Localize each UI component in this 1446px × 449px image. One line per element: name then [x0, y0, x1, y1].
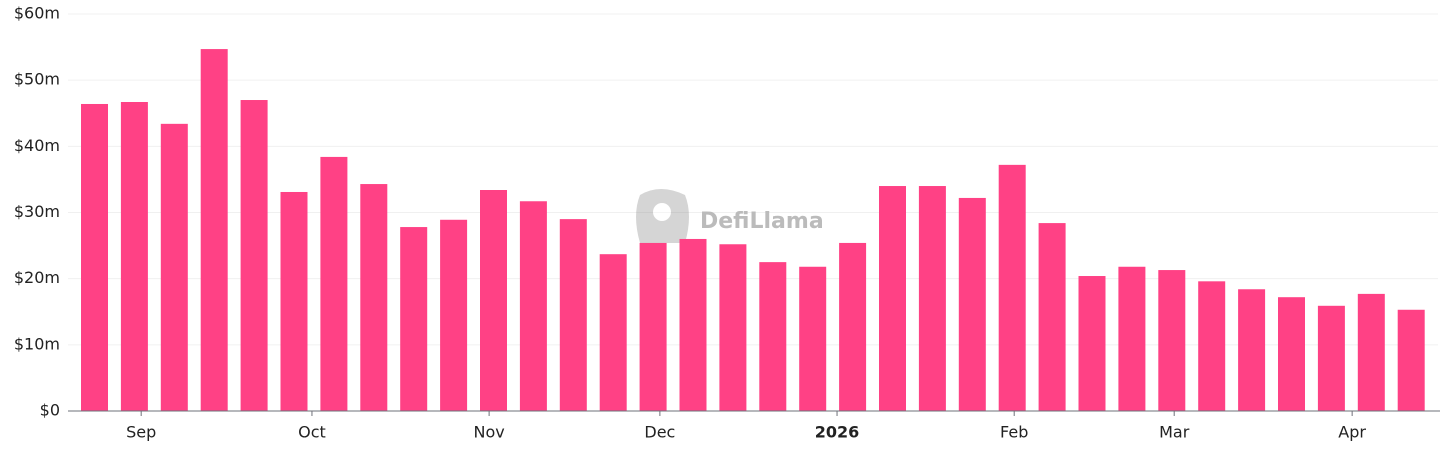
- bar: [998, 164, 1026, 411]
- bar: [1317, 305, 1345, 411]
- bar: [599, 254, 627, 411]
- bar: [958, 197, 986, 411]
- x-tick-label: Mar: [1159, 423, 1190, 442]
- bar: [120, 102, 148, 412]
- bar: [320, 156, 348, 411]
- bar: [918, 186, 946, 411]
- bar: [839, 242, 867, 411]
- bar: [1357, 293, 1385, 411]
- x-tick-label: Apr: [1338, 423, 1366, 442]
- bar: [559, 219, 587, 411]
- bar: [1278, 297, 1305, 411]
- bar: [360, 184, 388, 411]
- x-tick-label: Oct: [298, 423, 326, 442]
- y-tick-label: $0: [40, 401, 60, 420]
- bar: [160, 123, 188, 411]
- bar: [1198, 281, 1226, 411]
- y-tick-label: $40m: [14, 136, 60, 155]
- bar: [1158, 270, 1186, 411]
- bar: [200, 49, 228, 412]
- bar: [879, 186, 906, 411]
- watermark-logo: [636, 189, 689, 243]
- bar: [1078, 276, 1106, 411]
- y-tick-label: $10m: [14, 334, 60, 353]
- bar: [759, 262, 787, 411]
- x-tick-label: Sep: [126, 423, 156, 442]
- x-tick-label: Nov: [473, 423, 504, 442]
- bar: [679, 238, 707, 411]
- bar: [799, 266, 827, 411]
- bar: [719, 244, 747, 411]
- bar: [480, 190, 507, 411]
- bar: [1397, 309, 1425, 411]
- bar: [519, 201, 547, 411]
- bar: [440, 219, 468, 411]
- y-tick-label: $60m: [14, 4, 60, 23]
- bar: [240, 100, 268, 412]
- bar: [400, 227, 428, 411]
- bar: [1238, 289, 1266, 411]
- x-tick-label: Feb: [1000, 423, 1028, 442]
- watermark: DefiLlama: [700, 209, 824, 234]
- bar: [1038, 223, 1066, 411]
- x-tick-label: Dec: [644, 423, 675, 442]
- bar: [639, 242, 667, 411]
- bar: [81, 103, 108, 411]
- y-tick-label: $50m: [14, 70, 60, 89]
- y-tick-label: $20m: [14, 268, 60, 287]
- y-tick-label: $30m: [14, 202, 60, 221]
- bar: [1118, 266, 1146, 411]
- x-tick-label: 2026: [815, 423, 860, 442]
- bar: [280, 191, 308, 411]
